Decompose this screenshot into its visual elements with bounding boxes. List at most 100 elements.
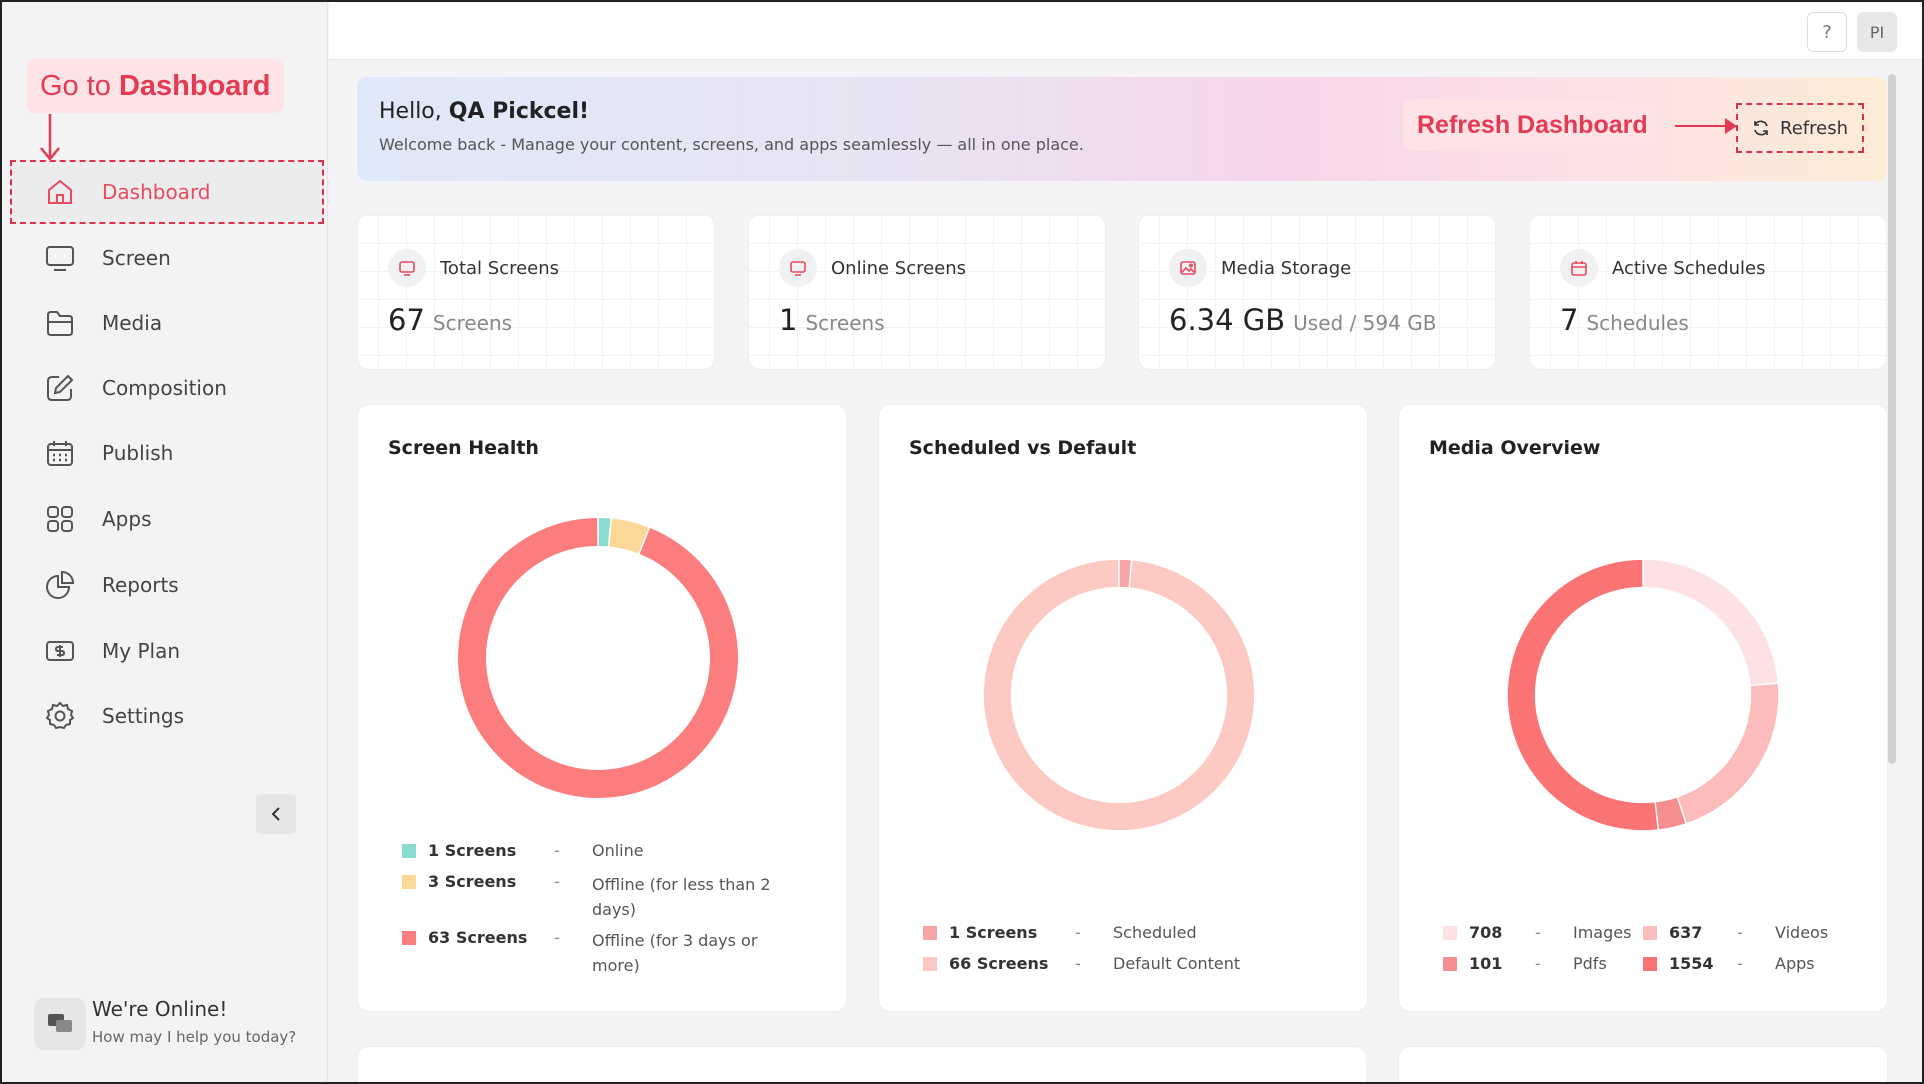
legend-swatch	[402, 875, 416, 889]
gear-icon	[44, 700, 76, 732]
donut-slice-apps[interactable]	[1507, 559, 1658, 831]
go-to-dashboard-annotation: Go to Dashboard	[26, 59, 285, 113]
calendar-icon	[44, 437, 76, 469]
legend-count: 66 Screens	[949, 954, 1049, 973]
user-name: QA Pickcel!	[448, 99, 590, 124]
stat-unit: Used / 594 GB	[1293, 311, 1437, 335]
sidebar-item-label: Publish	[102, 441, 174, 465]
stat-value: 6.34 GB	[1169, 303, 1286, 337]
pie-chart-icon	[44, 569, 76, 601]
legend-swatch	[1643, 957, 1657, 971]
refresh-icon	[1754, 120, 1768, 136]
legend-count: 101	[1469, 954, 1503, 973]
sidebar-item-settings[interactable]: Settings	[12, 686, 326, 746]
legend-item: 3 Screens - Offline (for less than 2 day…	[402, 872, 822, 922]
sidebar-item-reports[interactable]: Reports	[12, 555, 326, 615]
scrollbar[interactable]	[1888, 74, 1896, 764]
legend-label: Images	[1573, 923, 1632, 942]
donut-slice-pdfs[interactable]	[1655, 797, 1686, 830]
money-icon	[44, 635, 76, 667]
legend-count: 63 Screens	[428, 928, 528, 947]
legend-dash: -	[554, 928, 560, 947]
collapse-sidebar-button[interactable]	[256, 794, 296, 834]
stat-unit: Schedules	[1586, 311, 1689, 335]
sidebar-item-composition[interactable]: Composition	[12, 358, 326, 418]
monitor-icon	[779, 249, 817, 287]
legend-label: Pdfs	[1573, 954, 1607, 973]
legend-label: Default Content	[1113, 954, 1241, 973]
stat-value: 1	[779, 303, 798, 337]
stat-card-media-storage: Media Storage 6.34 GB Used / 594 GB	[1138, 214, 1496, 370]
chart-card-screen-health: Screen Health 1 Screens - Online 3 Scree…	[357, 404, 847, 1012]
stat-card-total-screens: Total Screens 67 Screens	[357, 214, 715, 370]
down-arrow-annotation	[40, 114, 60, 161]
chart-title: Media Overview	[1429, 437, 1601, 459]
chat-icon	[34, 998, 86, 1050]
topbar: ? PI	[329, 2, 1922, 60]
sidebar-item-publish[interactable]: Publish	[12, 423, 326, 483]
welcome-banner: Hello, QA Pickcel! Welcome back - Manage…	[357, 77, 1887, 181]
legend-label: Online	[592, 841, 644, 860]
chart-card-scheduled-vs-default: Scheduled vs Default 1 Screens - Schedul…	[878, 404, 1368, 1012]
legend-item: 637 - Videos	[1643, 923, 1828, 942]
sidebar-item-my-plan[interactable]: My Plan	[12, 621, 326, 681]
bottom-card-right	[1398, 1046, 1888, 1082]
monitor-icon	[388, 249, 426, 287]
refresh-label: Refresh	[1780, 117, 1848, 139]
refresh-button[interactable]: Refresh	[1736, 103, 1864, 153]
stat-title: Active Schedules	[1612, 257, 1766, 279]
annotation-target: Dashboard	[118, 69, 271, 102]
legend-item: 101 - Pdfs	[1443, 954, 1641, 973]
legend-swatch	[923, 926, 937, 940]
donut-chart-scheduled-vs-default	[983, 559, 1255, 831]
sidebar-item-screen[interactable]: Screen	[12, 228, 326, 288]
folder-icon	[44, 307, 76, 339]
legend-item: 66 Screens - Default Content	[923, 954, 1343, 973]
chart-title: Scheduled vs Default	[909, 437, 1137, 459]
home-icon	[44, 176, 76, 208]
sidebar-item-label: Screen	[102, 246, 171, 270]
annotation-text: Refresh Dashboard	[1417, 110, 1648, 139]
sidebar-item-apps[interactable]: Apps	[12, 489, 326, 549]
avatar[interactable]: PI	[1857, 12, 1897, 52]
legend-item: 1554 - Apps	[1643, 954, 1815, 973]
sidebar-item-label: Composition	[102, 376, 227, 400]
sidebar-item-label: My Plan	[102, 639, 180, 663]
help-button[interactable]: ?	[1807, 12, 1847, 52]
annotation-prefix: Go to	[40, 69, 111, 102]
stat-card-active-schedules: Active Schedules 7 Schedules	[1529, 214, 1887, 370]
avatar-initials: PI	[1869, 22, 1885, 42]
donut-slice-videos[interactable]	[1678, 683, 1779, 823]
donut-slice-scheduled[interactable]	[1119, 559, 1131, 588]
donut-slice-default-content[interactable]	[983, 559, 1255, 831]
chevron-left-icon	[271, 807, 280, 821]
legend-label: Offline (for less than 2 days)	[592, 875, 771, 919]
calendar-icon	[1560, 249, 1598, 287]
legend-count: 3 Screens	[428, 872, 517, 891]
legend-dash: -	[1075, 923, 1081, 942]
legend-dash: -	[554, 841, 560, 860]
donut-slice-offline-for-3-days-or-more[interactable]	[458, 518, 738, 798]
bottom-card-left	[357, 1046, 1367, 1082]
legend-item: 63 Screens - Offline (for 3 days or more…	[402, 928, 822, 978]
greeting-text: Hello,	[379, 99, 442, 124]
chart-card-media-overview: Media Overview 708 - Images 637 - Videos…	[1398, 404, 1888, 1012]
legend-item: 1 Screens - Scheduled	[923, 923, 1343, 942]
sidebar-item-label: Reports	[102, 573, 179, 597]
donut-chart-media-overview	[1507, 559, 1779, 831]
sidebar-item-dashboard[interactable]: Dashboard	[10, 160, 324, 224]
legend-dash: -	[1535, 954, 1541, 973]
sidebar-item-label: Dashboard	[102, 180, 211, 204]
donut-slice-images[interactable]	[1643, 559, 1778, 685]
legend-label: Apps	[1775, 954, 1815, 973]
legend-label: Scheduled	[1113, 923, 1197, 942]
stat-title: Media Storage	[1221, 257, 1352, 279]
donut-slice-offline-for-less-than-2-days[interactable]	[609, 518, 649, 554]
legend-count: 1 Screens	[949, 923, 1038, 942]
chat-widget[interactable]: We're Online! How may I help you today?	[34, 996, 296, 1050]
donut-slice-online[interactable]	[598, 518, 611, 547]
legend-count: 1554	[1669, 954, 1714, 973]
sidebar-item-media[interactable]: Media	[12, 293, 326, 353]
legend-dash: -	[1075, 954, 1081, 973]
